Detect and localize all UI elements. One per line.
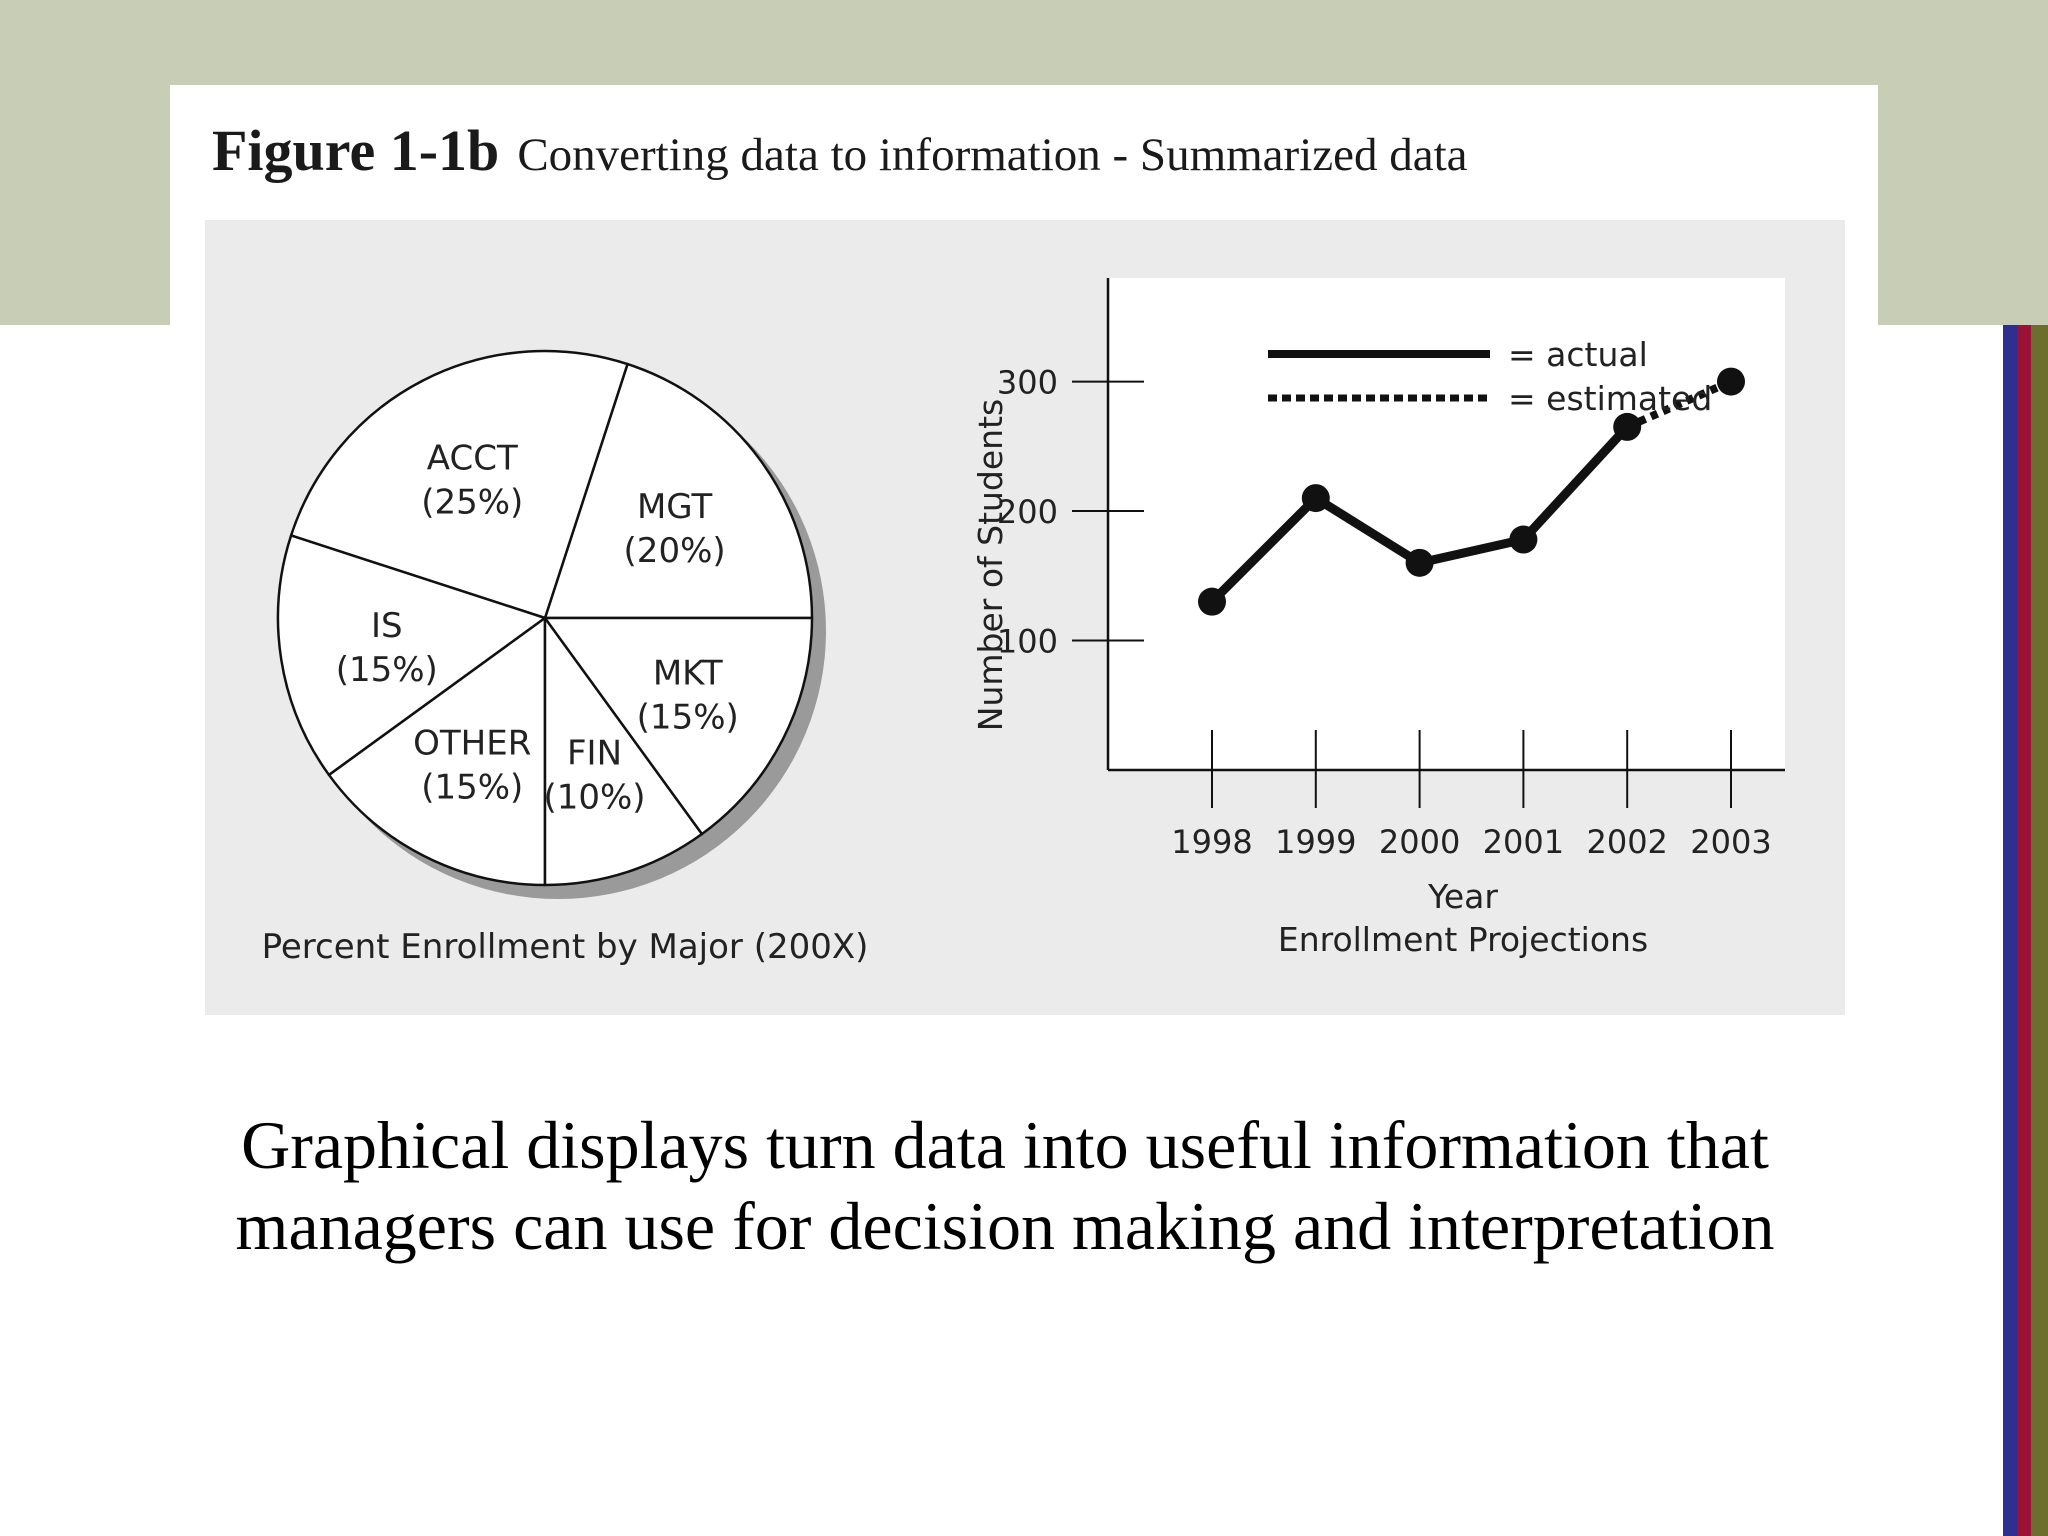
line-chart-title: Enrollment Projections [1278,920,1648,959]
figure-number: Figure 1-1b [212,118,500,183]
pie-label-mgt: MGT [637,487,712,527]
pie-value-fin: (10%) [543,777,645,817]
line-plot-area [1108,278,1785,770]
pie-label-other: OTHER [413,724,531,764]
pie-value-other: (15%) [421,768,523,808]
data-point-actual-1998 [1198,587,1226,616]
data-point-actual-2001 [1509,525,1538,554]
pie-value-acct: (25%) [421,482,523,522]
y-tick-label-200: 200 [997,493,1058,531]
pie-value-mgt: (20%) [624,531,726,571]
charts-svg: MGT(20%)ACCT(25%)IS(15%)OTHER(15%)FIN(10… [262,278,1785,967]
x-tick-label-2001: 2001 [1483,823,1564,861]
x-tick-label-2000: 2000 [1379,823,1460,861]
slide-caption: Graphical displays turn data into useful… [235,1107,1775,1264]
figure-card: Figure 1-1b Converting data to informatio… [170,85,1878,1040]
x-tick-label-2002: 2002 [1586,823,1667,861]
legend-label-actual: = actual [1508,335,1648,374]
y-tick-label-100: 100 [997,623,1058,661]
legend-label-estimated: = estimated [1508,379,1712,418]
data-point-actual-2002 [1613,412,1642,441]
data-point-estimated-2003 [1717,367,1745,396]
x-tick-label-1999: 1999 [1275,823,1356,861]
pie-slice-other [327,616,547,887]
figure-title: Figure 1-1b Converting data to informatio… [212,117,1468,184]
pie-label-mkt: MKT [653,654,723,694]
y-axis-label: Number of Students [971,399,1010,731]
pie-label-fin: FIN [567,733,622,773]
y-tick-label-300: 300 [997,364,1058,402]
pie-slice-fin [543,616,704,887]
figure-caption: Converting data to information - Summari… [517,129,1468,181]
edge-stripe-red [2017,325,2031,1536]
figure-panel: MGT (20%) ACCT (25%) IS (15%) OTHER (15%) FIN (10… [205,220,1845,1015]
x-axis-label: Year [1427,877,1498,916]
data-point-actual-1999 [1301,484,1330,513]
pie-label-acct: ACCT [427,438,518,478]
x-tick-label-1998: 1998 [1171,823,1252,861]
pie-title: Percent Enrollment by Major (200X) [262,927,869,967]
pie-slice-acct [289,349,629,620]
pie-label-is: IS [371,606,403,646]
data-point-actual-2000 [1405,548,1434,577]
pie-value-mkt: (15%) [637,698,739,738]
pie-value-is: (15%) [336,650,438,690]
pie-slice-mkt [543,616,814,836]
pie-slice-mgt [543,362,814,620]
edge-stripe-blue [2003,325,2017,1536]
pie-slice-is [276,534,547,777]
series-line-estimated [1625,377,1733,431]
edge-stripe-olive [2031,325,2048,1536]
x-tick-label-2003: 2003 [1690,823,1771,861]
